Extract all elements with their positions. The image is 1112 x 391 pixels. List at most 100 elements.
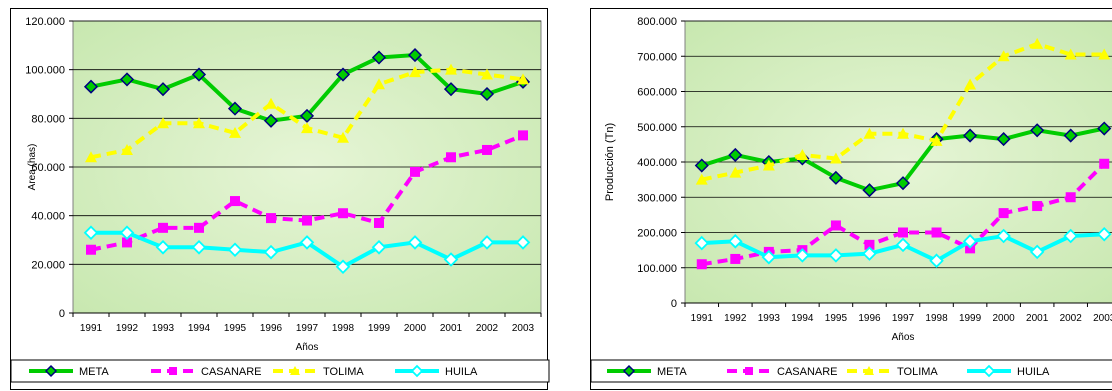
legend-marker — [410, 364, 424, 378]
data-point — [1063, 228, 1078, 244]
y-tick-label: 0 — [671, 298, 677, 310]
chart-production-panel: 0 100.000 200.000 300.000 400.000 500.000 600.… — [590, 8, 1112, 390]
x-tick-label: 1993 — [152, 323, 175, 334]
data-point — [795, 248, 810, 263]
data-point — [410, 166, 420, 177]
data-point — [1031, 37, 1044, 49]
data-point — [515, 235, 531, 250]
x-tick-label: 1992 — [724, 313, 747, 324]
data-point — [696, 259, 707, 270]
x-tick-label: 2002 — [476, 323, 499, 334]
data-point — [517, 73, 529, 85]
x-tick-label: 1994 — [188, 323, 211, 334]
legend-label: META — [79, 366, 109, 378]
data-point — [194, 222, 204, 233]
data-point — [728, 147, 743, 163]
data-point — [695, 173, 708, 185]
data-point — [446, 152, 456, 163]
data-point — [1032, 201, 1043, 212]
legend-marker — [169, 367, 177, 375]
legend-label: CASANARE — [777, 366, 838, 378]
legend-label: TOLIMA — [897, 366, 938, 378]
x-tick-label: 1999 — [959, 313, 982, 324]
data-point — [407, 48, 423, 63]
data-point — [1099, 158, 1110, 169]
x-tick-label: 2000 — [404, 323, 427, 334]
data-point — [996, 228, 1011, 244]
x-tick-label: 1997 — [296, 323, 319, 334]
x-tick-label: 1995 — [825, 313, 848, 324]
data-point — [443, 252, 459, 267]
data-point — [409, 66, 421, 78]
x-tick-label: 1998 — [332, 323, 355, 334]
data-point — [121, 143, 133, 155]
chart-area-panel: 0 20.000 40.000 60.000 80.000 100.000 120.000 1… — [10, 8, 550, 390]
data-point — [155, 82, 171, 97]
y-tick-label: 300.000 — [637, 192, 677, 204]
data-point — [997, 50, 1010, 62]
data-point — [119, 72, 135, 87]
data-point — [863, 127, 876, 139]
y-axis-label: Area (has) — [27, 144, 38, 191]
data-point — [371, 240, 387, 255]
data-point — [479, 86, 495, 102]
data-point — [730, 253, 741, 264]
data-point — [895, 176, 911, 191]
data-point — [85, 151, 97, 163]
x-tick-label: 1993 — [758, 313, 781, 324]
data-point — [479, 235, 495, 250]
legend-marker — [44, 364, 58, 378]
x-tick-label: 1991 — [80, 323, 103, 334]
data-point — [728, 234, 743, 249]
x-tick-label: 1998 — [925, 313, 948, 324]
y-tick-label: 40.000 — [31, 211, 65, 223]
data-point — [122, 237, 132, 248]
x-axis-label: Años — [296, 342, 319, 353]
y-tick-label: 700.000 — [637, 51, 677, 63]
data-point — [337, 131, 349, 143]
data-point — [796, 148, 809, 160]
legend-label: HUILA — [445, 366, 478, 378]
data-point — [694, 158, 709, 173]
data-point — [862, 246, 877, 261]
x-tick-label: 1991 — [691, 313, 714, 324]
x-tick-label: 1996 — [858, 313, 881, 324]
series-meta — [83, 48, 531, 128]
data-point — [761, 249, 777, 265]
data-point — [338, 208, 348, 219]
data-point — [694, 235, 710, 251]
y-tick-label: 100.000 — [25, 65, 65, 77]
legend-marker — [290, 366, 300, 375]
data-point — [373, 78, 385, 90]
y-tick-label: 100.000 — [637, 263, 677, 275]
data-point — [481, 68, 493, 80]
data-point — [119, 225, 135, 240]
data-point — [263, 113, 279, 128]
data-point — [265, 97, 277, 109]
legend-label: META — [657, 366, 687, 378]
x-axis-label: Años — [892, 332, 915, 343]
y-tick-label: 80.000 — [31, 113, 65, 125]
data-point — [1065, 192, 1076, 203]
data-point — [929, 253, 944, 268]
legend-label: CASANARE — [201, 366, 262, 378]
data-point — [864, 239, 875, 250]
y-tick-label: 120.000 — [25, 16, 65, 28]
data-point — [299, 108, 315, 123]
data-point — [1029, 244, 1045, 260]
data-point — [335, 67, 351, 82]
data-point — [829, 152, 842, 164]
y-tick-label: 400.000 — [637, 157, 677, 169]
data-point — [191, 240, 207, 255]
data-point — [158, 222, 168, 233]
data-point — [729, 166, 742, 178]
series-tolima — [695, 37, 1111, 185]
y-tick-label: 600.000 — [637, 87, 677, 99]
y-tick-label: 800.000 — [637, 16, 677, 28]
legend-marker — [745, 367, 753, 375]
data-point — [828, 170, 843, 185]
data-point — [1064, 48, 1077, 60]
data-point — [299, 235, 315, 250]
data-point — [227, 101, 243, 116]
legend-marker — [622, 364, 636, 378]
